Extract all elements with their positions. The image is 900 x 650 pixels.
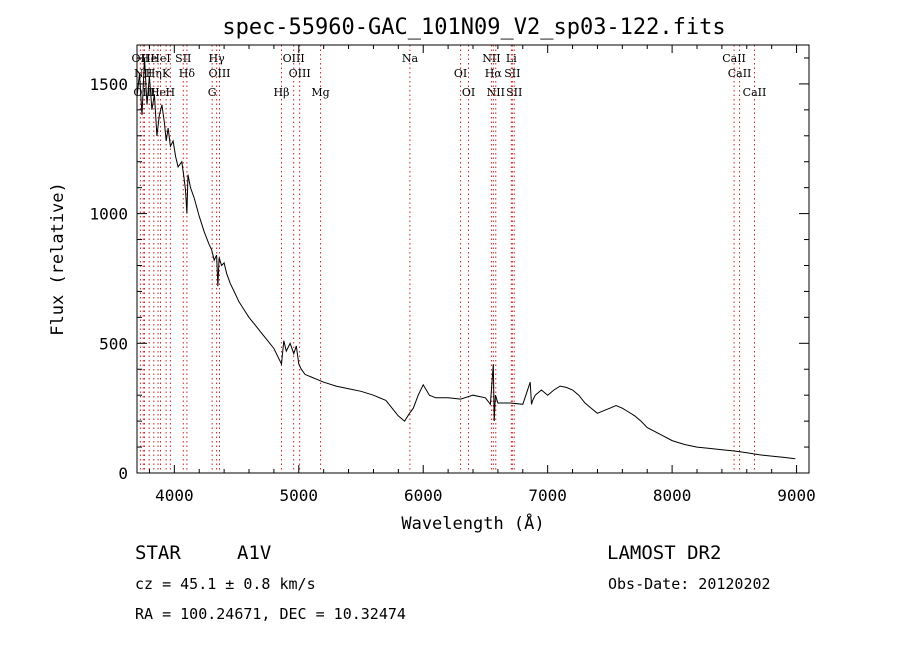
line-label: OI (454, 67, 467, 80)
x-tick-label: 7000 (528, 486, 567, 505)
line-label: He (150, 86, 166, 99)
y-tick-label: 500 (99, 334, 128, 353)
line-label: OIII (283, 52, 305, 65)
line-label: NII (482, 52, 500, 65)
x-tick-label: 8000 (653, 486, 692, 505)
line-label: Hδ (179, 67, 196, 80)
line-label: Mg (311, 86, 329, 99)
survey-name: LAMOST DR2 (607, 542, 721, 564)
y-axis: 0 500 1000 1500 (89, 57, 809, 483)
x-tick-label: 4000 (155, 486, 194, 505)
line-label: G (208, 86, 217, 99)
line-markers (139, 45, 755, 473)
line-label: OI (462, 86, 475, 99)
line-label: Hη (146, 67, 162, 80)
line-label: H (166, 86, 176, 99)
line-label: HeI (150, 52, 170, 65)
y-tick-label: 1500 (89, 75, 128, 94)
line-label: Li (506, 52, 517, 65)
chart-title: spec-55960-GAC_101N09_V2_sp03-122.fits (222, 15, 725, 40)
line-label: NII (134, 67, 152, 80)
x-axis: 4000 5000 6000 7000 8000 9000 (148, 45, 816, 505)
line-label: Na (402, 52, 419, 65)
line-label: K (162, 67, 171, 80)
spectrum-line (136, 57, 796, 460)
x-tick-label: 6000 (404, 486, 443, 505)
line-label: CaII (728, 67, 752, 80)
line-label: SII (506, 86, 522, 99)
obs-date: Obs-Date: 20120202 (608, 575, 771, 593)
x-tick-label: 9000 (777, 486, 816, 505)
line-label: OIII (289, 67, 311, 80)
object-subclass: A1V (237, 542, 271, 564)
redshift-cz: cz = 45.1 ± 0.8 km/s (135, 575, 316, 593)
object-class: STAR (135, 542, 181, 564)
line-label: Hα (485, 67, 503, 80)
line-label: NII (487, 86, 505, 99)
line-label: Hβ (274, 86, 290, 99)
line-label: CaII (722, 52, 746, 65)
y-tick-label: 0 (118, 464, 128, 483)
line-label: SII (504, 67, 520, 80)
line-label: SII (175, 52, 191, 65)
line-label: OIII (208, 67, 230, 80)
plot-frame (136, 44, 810, 474)
coordinates: RA = 100.24671, DEC = 10.32474 (135, 605, 406, 623)
y-tick-label: 1000 (89, 205, 128, 224)
line-label: Hγ (209, 52, 226, 65)
line-label: CaII (743, 86, 767, 99)
y-axis-label: Flux (relative) (48, 182, 68, 336)
line-labels: OIINIIOIIIHeHηHeHeIKHSIIHδGHγOIIIHβOIIIO… (132, 52, 767, 99)
x-tick-label: 5000 (280, 486, 319, 505)
x-axis-label: Wavelength (Å) (401, 512, 544, 534)
